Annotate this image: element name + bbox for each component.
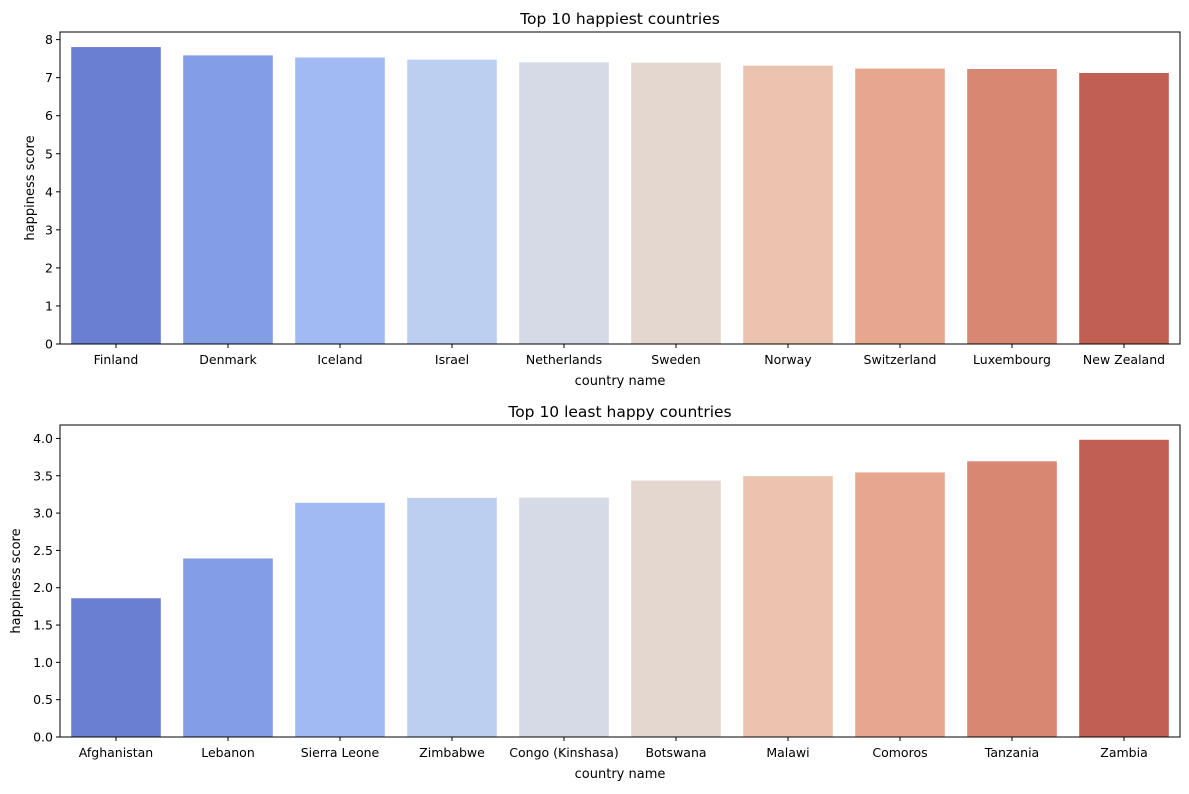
x-tick-label: Congo (Kinshasa)	[509, 745, 618, 760]
bar-new-zealand	[1079, 72, 1169, 344]
y-tick-label: 4	[45, 184, 53, 199]
y-tick-label: 3	[45, 222, 53, 237]
y-tick-label: 6	[45, 108, 53, 123]
chart-title: Top 10 happiest countries	[519, 10, 720, 28]
y-tick-label: 1	[45, 298, 53, 313]
y-tick-label: 0.5	[33, 692, 53, 707]
bar-zimbabwe	[407, 497, 497, 737]
axes-frame	[59, 424, 1181, 738]
bar-israel	[407, 59, 497, 344]
y-tick-label: 3.5	[33, 468, 53, 483]
bar-tanzania	[967, 461, 1057, 737]
chart-panel-2: Afghanistan Lebanon Sierra Leone Zimbabwe Co…	[9, 403, 1181, 782]
bar-finland	[71, 47, 161, 344]
x-tick-label: New Zealand	[1083, 352, 1165, 367]
bar-netherlands	[519, 62, 609, 344]
x-axis-label: country name	[575, 767, 666, 782]
y-tick-label: 2	[45, 260, 53, 275]
x-tick-label: Sweden	[651, 352, 700, 367]
bar-lebanon	[183, 558, 273, 737]
bar-switzerland	[855, 68, 945, 344]
y-tick-label: 1.0	[33, 655, 53, 670]
y-tick-label: 4.0	[33, 431, 53, 446]
y-tick-label: 2.0	[33, 580, 53, 595]
y-tick-label: 0.0	[33, 730, 53, 745]
bar-luxembourg	[967, 68, 1057, 344]
x-tick-label: Finland	[94, 352, 139, 367]
y-tick-label: 2.5	[33, 543, 53, 558]
x-tick-label: Afghanistan	[79, 745, 153, 760]
bar-congo-kinshasa	[519, 497, 609, 737]
y-tick-label: 5	[45, 146, 53, 161]
x-tick-label: Luxembourg	[973, 352, 1051, 367]
y-axis-label: happiness score	[23, 135, 38, 240]
y-tick-label: 3.0	[33, 506, 53, 521]
x-tick-label: Lebanon	[201, 745, 255, 760]
y-tick-label: 7	[45, 70, 53, 85]
x-tick-label: Denmark	[199, 352, 257, 367]
bar-botswana	[631, 480, 721, 737]
bar-iceland	[295, 57, 385, 345]
x-tick-label: Zimbabwe	[419, 745, 485, 760]
bar-comoros	[855, 472, 945, 737]
x-tick-label: Malawi	[766, 745, 809, 760]
x-tick-label: Netherlands	[526, 352, 602, 367]
x-tick-label: Comoros	[872, 745, 927, 760]
chart-title: Top 10 least happy countries	[507, 403, 731, 421]
axes-frame	[59, 31, 1181, 345]
bar-denmark	[183, 55, 273, 345]
bar-sierra-leone	[295, 502, 385, 737]
x-tick-label: Botswana	[645, 745, 706, 760]
x-tick-label: Tanzania	[984, 745, 1039, 760]
x-tick-label: Sierra Leone	[301, 745, 380, 760]
x-tick-label: Israel	[435, 352, 469, 367]
x-tick-label: Iceland	[317, 352, 362, 367]
bar-sweden	[631, 62, 721, 344]
y-tick-label: 1.5	[33, 618, 53, 633]
bar-norway	[743, 65, 833, 345]
chart-panel-1: Finland Denmark Iceland Israel Netherlands Sw…	[23, 10, 1181, 389]
bar-malawi	[743, 476, 833, 737]
y-tick-label: 8	[45, 32, 53, 47]
y-tick-label: 0	[45, 337, 53, 352]
x-tick-label: Norway	[764, 352, 812, 367]
bar-zambia	[1079, 439, 1169, 737]
bar-afghanistan	[71, 598, 161, 737]
x-tick-label: Switzerland	[864, 352, 937, 367]
y-axis-label: happiness score	[9, 528, 24, 633]
x-tick-label: Zambia	[1100, 745, 1147, 760]
x-axis-label: country name	[575, 374, 666, 389]
